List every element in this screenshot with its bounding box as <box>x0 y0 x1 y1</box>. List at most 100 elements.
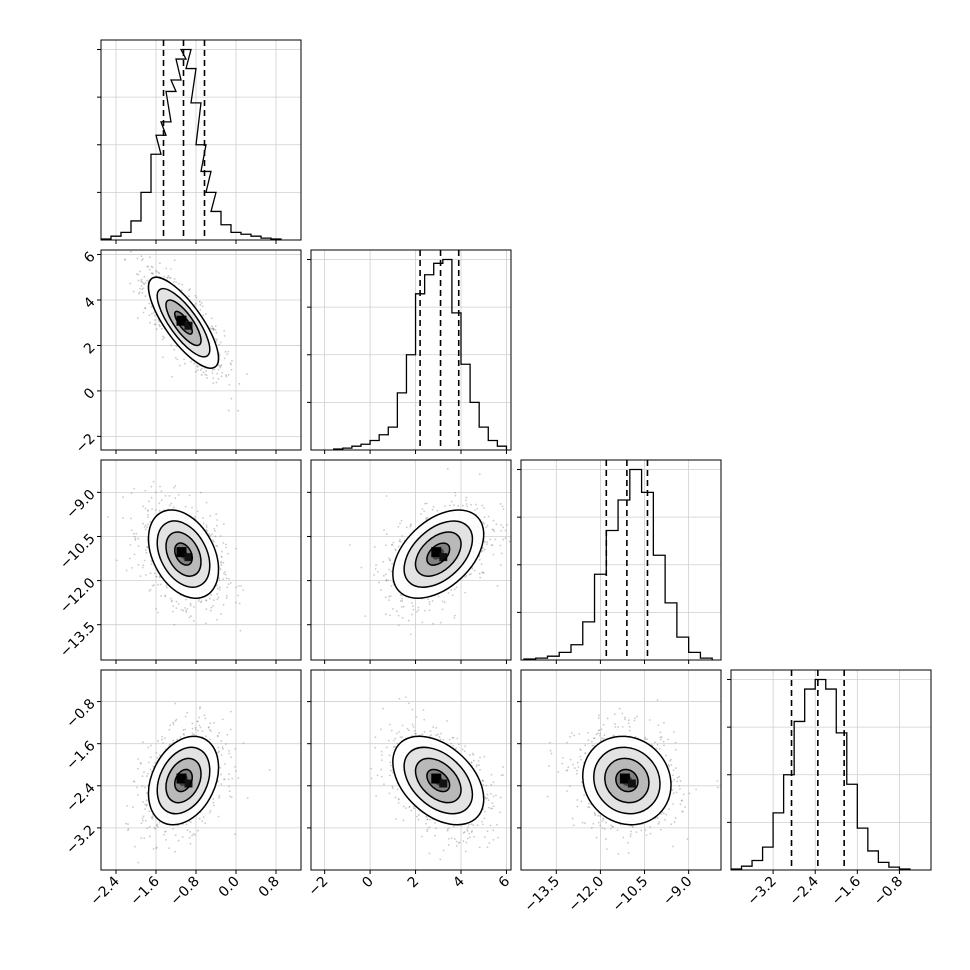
y-tick-label: −12.0 <box>57 575 99 617</box>
sample-point <box>164 830 167 833</box>
sample-point <box>147 510 150 512</box>
sample-point <box>489 824 492 827</box>
sample-point <box>644 829 647 831</box>
sample-point <box>436 509 439 512</box>
sample-point <box>500 529 503 532</box>
sample-point <box>161 338 164 341</box>
sample-point <box>132 780 135 783</box>
sample-point <box>424 502 426 505</box>
pair-panel-3-4: −13.5 −12.0 −10.5 −9.0 <box>517 669 722 915</box>
sample-point <box>391 785 394 788</box>
sample-point <box>157 740 159 742</box>
sample-point <box>492 795 495 798</box>
sample-point <box>408 702 410 705</box>
sample-point <box>158 272 161 275</box>
sample-point <box>158 502 160 505</box>
sample-point <box>348 544 351 546</box>
sample-point <box>141 291 144 294</box>
sample-point <box>228 773 231 776</box>
sample-point <box>488 842 491 844</box>
sample-point <box>132 290 135 293</box>
sample-point <box>142 287 145 290</box>
sample-point <box>504 529 507 532</box>
sample-point <box>192 833 195 835</box>
sample-point <box>586 731 589 734</box>
sample-point <box>177 493 180 496</box>
sample-point <box>577 766 580 768</box>
sample-point <box>465 574 468 577</box>
sample-point <box>388 774 391 777</box>
sample-point <box>417 818 420 821</box>
sample-point <box>453 504 455 507</box>
sample-point <box>486 830 489 833</box>
sample-point <box>157 583 160 586</box>
sample-point <box>197 600 200 602</box>
sample-point <box>168 728 171 731</box>
sample-point <box>222 747 224 750</box>
sample-point <box>220 375 223 378</box>
sample-point <box>502 538 505 541</box>
sample-point <box>395 732 398 735</box>
sample-point <box>423 609 426 612</box>
sample-point <box>155 270 158 273</box>
sample-point <box>215 337 217 340</box>
sample-point <box>384 596 387 599</box>
sample-point <box>219 535 222 537</box>
sample-point <box>380 750 383 753</box>
sample-point <box>215 545 218 547</box>
sample-point <box>457 842 460 844</box>
sample-point <box>220 561 222 564</box>
sample-point <box>188 836 191 839</box>
sample-point <box>455 840 458 843</box>
sample-point <box>220 564 223 566</box>
sample-point <box>392 541 395 544</box>
sample-point <box>499 544 502 547</box>
contour-line <box>165 531 202 577</box>
sample-point <box>234 769 237 772</box>
sample-point <box>175 600 178 603</box>
sample-point <box>223 329 226 332</box>
sample-point <box>127 823 129 825</box>
sample-point <box>398 730 400 733</box>
sample-point <box>502 526 505 529</box>
sample-point <box>234 747 237 750</box>
sample-point <box>142 311 145 314</box>
sample-point <box>409 633 412 636</box>
sample-point <box>502 508 505 510</box>
sample-point <box>130 492 133 495</box>
sample-point <box>502 766 505 768</box>
sample-point <box>189 830 192 833</box>
sample-point <box>417 609 420 611</box>
sample-point <box>228 577 230 580</box>
sample-point <box>492 528 495 531</box>
sample-point <box>239 629 242 632</box>
sample-point <box>156 756 159 759</box>
sample-point <box>480 550 483 553</box>
sample-point <box>174 497 177 500</box>
sample-point <box>126 804 129 807</box>
sample-point <box>173 348 176 351</box>
sample-point <box>146 546 149 548</box>
sample-point <box>213 804 215 807</box>
sample-point <box>432 622 434 625</box>
contour-line <box>173 542 193 566</box>
x-tick-label: 6 <box>496 873 514 891</box>
x-tick-label: 0.0 <box>216 874 243 901</box>
sample-point <box>462 504 464 507</box>
sample-point <box>482 780 485 782</box>
sample-point <box>164 594 167 597</box>
sample-point <box>220 555 223 558</box>
y-tick-label: 4 <box>81 294 99 312</box>
sample-point <box>147 514 150 516</box>
sample-point <box>180 289 183 292</box>
sample-point <box>181 283 184 286</box>
sample-point <box>599 815 602 817</box>
sample-point <box>394 548 397 551</box>
sample-point <box>150 560 153 562</box>
sample-point <box>470 831 473 833</box>
sample-point <box>484 810 486 813</box>
sample-point <box>475 764 478 767</box>
sample-point <box>439 858 442 861</box>
sample-point <box>442 849 445 852</box>
sample-point <box>217 364 220 367</box>
